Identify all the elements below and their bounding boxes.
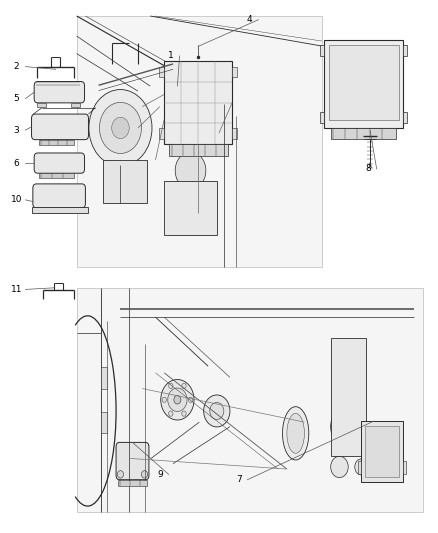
Text: 6: 6 [14,159,20,167]
Bar [361,421,403,482]
Circle shape [89,90,152,166]
Text: 1: 1 [168,52,174,60]
Bar [77,288,423,512]
Text: 7: 7 [236,475,242,484]
Ellipse shape [283,407,309,460]
Bar [39,140,74,145]
Circle shape [175,152,206,189]
Bar [403,112,407,123]
Bar [101,412,107,433]
Bar [37,103,46,107]
Circle shape [169,383,173,389]
Bar [320,45,324,56]
Text: 3: 3 [14,126,20,134]
Bar [32,207,88,213]
Circle shape [35,207,39,213]
Bar [232,67,237,77]
Text: 2: 2 [14,62,19,71]
Bar [103,160,147,203]
Text: 10: 10 [11,196,22,204]
Circle shape [168,388,187,411]
Circle shape [331,405,366,448]
Circle shape [339,415,358,438]
FancyBboxPatch shape [34,153,85,173]
Circle shape [182,383,186,389]
Circle shape [112,117,129,139]
Bar [164,181,217,235]
Circle shape [204,395,230,427]
Text: 5: 5 [14,94,20,103]
Text: 9: 9 [157,470,163,479]
Circle shape [210,402,224,419]
Bar [232,128,237,139]
Circle shape [331,456,348,478]
Bar [403,45,407,56]
FancyBboxPatch shape [33,184,85,208]
Circle shape [161,379,194,420]
Bar [159,128,164,139]
FancyBboxPatch shape [32,114,88,140]
Ellipse shape [287,414,304,453]
Bar [101,367,107,389]
Text: 11: 11 [11,285,22,294]
Circle shape [162,397,166,402]
Bar [320,112,324,123]
Circle shape [355,459,368,475]
Text: 8: 8 [365,165,371,173]
Bar [365,426,399,477]
Bar [403,461,406,474]
Bar [71,103,80,107]
Bar [164,61,232,144]
Bar [39,173,74,178]
Circle shape [79,207,83,213]
Bar [118,480,147,486]
Circle shape [117,471,124,478]
Circle shape [169,411,173,416]
FancyBboxPatch shape [34,82,85,103]
Circle shape [188,397,193,402]
Text: 4: 4 [247,15,252,24]
Bar [328,45,399,120]
Bar [358,461,361,474]
Bar [331,128,396,139]
Circle shape [182,411,186,416]
Bar [169,144,228,156]
Circle shape [174,395,181,404]
Bar [331,338,366,456]
Bar [77,16,322,266]
Bar [324,40,403,128]
Circle shape [99,102,141,154]
Circle shape [373,438,391,459]
FancyBboxPatch shape [116,442,149,480]
Circle shape [141,471,148,478]
Bar [159,67,164,77]
